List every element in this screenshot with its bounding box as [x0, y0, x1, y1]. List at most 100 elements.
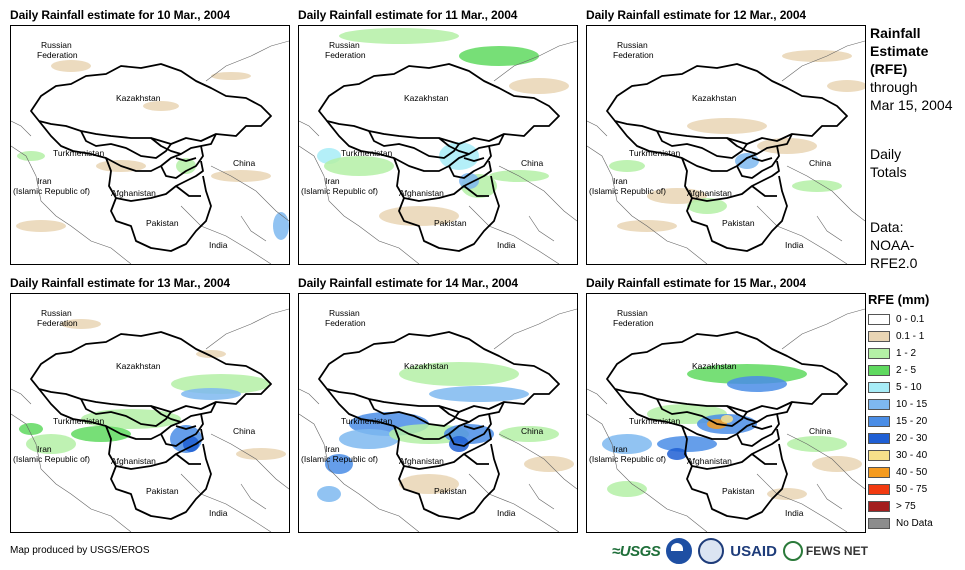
legend-item: 40 - 50	[868, 464, 963, 481]
label-pakistan: Pakistan	[722, 486, 755, 496]
label-russia-2: Federation	[325, 50, 366, 60]
rainfall-area	[782, 50, 852, 62]
legend-label: 50 - 75	[896, 484, 928, 495]
rainfall-area	[211, 72, 251, 80]
rainfall-area	[687, 118, 767, 134]
panel-title: Daily Rainfall estimate for 12 Mar., 200…	[586, 8, 807, 22]
rainfall-area	[721, 415, 733, 423]
rainfall-area	[339, 429, 399, 449]
legend-items: 0 - 0.1 0.1 - 1 1 - 2 2 - 5 5 - 10 10 - 15 15 …	[868, 311, 963, 532]
data-line-1: Data:	[870, 219, 904, 235]
rainfall-area	[459, 46, 539, 66]
through-line-1: through	[870, 79, 918, 95]
label-turkmenistan: Turkmenistan	[629, 148, 680, 158]
rainfall-area	[607, 481, 647, 497]
legend-label: 20 - 30	[896, 433, 928, 444]
label-china: China	[521, 426, 543, 436]
rainfall-area	[735, 153, 759, 169]
fews-net-label: FEWS NET	[805, 544, 868, 558]
rainfall-area	[176, 158, 196, 174]
rainfall-area	[767, 488, 807, 500]
rainfall-area	[143, 101, 179, 111]
rainfall-area	[17, 151, 45, 161]
legend-label: 10 - 15	[896, 399, 928, 410]
rainfall-area	[211, 170, 271, 182]
label-india: India	[497, 508, 516, 518]
rainfall-area	[449, 436, 469, 452]
map-svg: Russian Federation Kazakhstan Turkmenist…	[299, 28, 577, 264]
label-china: China	[809, 158, 831, 168]
rainfall-layer	[16, 60, 289, 240]
legend-item: 0 - 0.1	[868, 311, 963, 328]
map-frame: Russian Federation Kazakhstan Turkmenist…	[10, 25, 290, 265]
label-iran-2: (Islamic Republic of)	[13, 454, 90, 464]
map-frame: Russian Federation Kazakhstan Turkmenist…	[586, 293, 866, 533]
panel-title: Daily Rainfall estimate for 10 Mar., 200…	[10, 8, 231, 22]
legend-item: 15 - 20	[868, 413, 963, 430]
legend-label: No Data	[896, 518, 933, 529]
label-india: India	[785, 240, 804, 250]
legend-label: 30 - 40	[896, 450, 928, 461]
legend-swatch	[868, 331, 890, 342]
noaa-logo	[666, 538, 693, 564]
label-turkmenistan: Turkmenistan	[53, 416, 104, 426]
legend-label: 40 - 50	[896, 467, 928, 478]
rainfall-area	[757, 138, 817, 154]
map-svg: Russian Federation Kazakhstan Turkmenist…	[587, 308, 865, 532]
legend-item: 5 - 10	[868, 379, 963, 396]
label-india: India	[209, 508, 228, 518]
label-afghanistan: Afghanistan	[687, 188, 732, 198]
legend-swatch	[868, 518, 890, 529]
label-turkmenistan: Turkmenistan	[341, 416, 392, 426]
panel-title: Daily Rainfall estimate for 13 Mar., 200…	[10, 276, 231, 290]
map-frame: Russian Federation Kazakhstan Turkmenist…	[298, 25, 578, 265]
rainfall-area	[609, 160, 645, 172]
map-svg: Russian Federation Kazakhstan Turkmenist…	[587, 40, 865, 264]
label-iran-2: (Islamic Republic of)	[589, 186, 666, 196]
legend: RFE (mm) 0 - 0.1 0.1 - 1 1 - 2 2 - 5 5 - 10 1…	[868, 292, 963, 532]
map-svg: Russian Federation Kazakhstan Turkmenist…	[11, 40, 289, 264]
legend-swatch	[868, 382, 890, 393]
data-line-3: RFE2.0	[870, 255, 918, 271]
usgs-logo: ≈USGS	[612, 542, 661, 560]
label-russia-2: Federation	[613, 50, 654, 60]
globe-icon	[782, 541, 803, 561]
fews-net-logo: FEWS NET	[782, 541, 868, 561]
rainfall-area	[792, 180, 842, 192]
map-credit: Map produced by USGS/EROS	[10, 545, 150, 556]
rainfall-area	[273, 212, 289, 240]
label-kazakhstan: Kazakhstan	[692, 361, 737, 371]
rainfall-area	[325, 454, 353, 474]
label-iran-1: Iran	[325, 176, 340, 186]
legend-swatch	[868, 416, 890, 427]
legend-label: 1 - 2	[896, 348, 917, 359]
legend-label: 0 - 0.1	[896, 314, 925, 325]
label-kazakhstan: Kazakhstan	[116, 93, 161, 103]
label-turkmenistan: Turkmenistan	[53, 148, 104, 158]
totals-line-1: Daily	[870, 146, 902, 162]
doi-seal-icon	[698, 538, 725, 564]
legend-swatch	[868, 484, 890, 495]
label-russia-2: Federation	[37, 318, 78, 328]
label-russia-1: Russian	[41, 40, 72, 50]
legend-item: > 75	[868, 498, 963, 515]
legend-label: 0.1 - 1	[896, 331, 925, 342]
label-afghanistan: Afghanistan	[399, 188, 444, 198]
label-russia-2: Federation	[613, 318, 654, 328]
label-russia-1: Russian	[617, 40, 648, 50]
rainfall-area	[324, 156, 394, 176]
legend-item: 0.1 - 1	[868, 328, 963, 345]
label-india: India	[209, 240, 228, 250]
label-china: China	[233, 158, 255, 168]
label-pakistan: Pakistan	[722, 218, 755, 228]
legend-item: 30 - 40	[868, 447, 963, 464]
label-kazakhstan: Kazakhstan	[404, 361, 449, 371]
panel-title: Daily Rainfall estimate for 14 Mar., 200…	[298, 276, 519, 290]
label-iran-2: (Islamic Republic of)	[301, 186, 378, 196]
rainfall-area	[71, 426, 131, 442]
totals-line-2: Totals	[870, 164, 907, 180]
label-iran-1: Iran	[325, 444, 340, 454]
label-india: India	[785, 508, 804, 518]
rainfall-area	[827, 80, 865, 92]
legend-swatch	[868, 501, 890, 512]
